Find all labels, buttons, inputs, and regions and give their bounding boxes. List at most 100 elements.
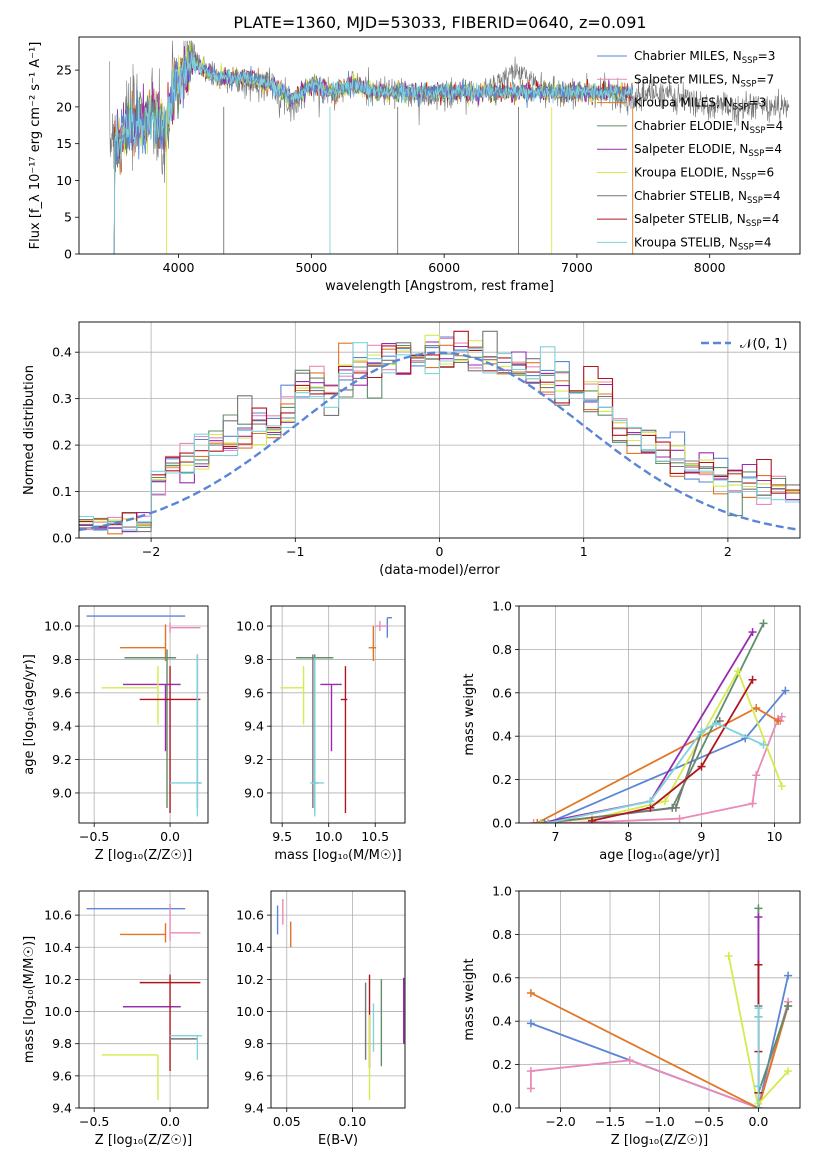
y-tick-label: 0.1 bbox=[52, 484, 72, 499]
y-tick-label: 20 bbox=[56, 99, 72, 114]
x-tick-label: 9.5 bbox=[272, 829, 292, 844]
x-axis-label: Z [log₁₀(Z/Z☉)] bbox=[95, 1133, 192, 1148]
errorbar-point bbox=[139, 974, 201, 1072]
legend-tail: =6 bbox=[756, 166, 774, 180]
legend-sub: SSP bbox=[750, 126, 766, 136]
y-tick-label: 10.0 bbox=[44, 1004, 72, 1019]
plot-layer: 4000 5000 6000 7000 80000510152025wavelength… bbox=[22, 36, 801, 1148]
legend-text: Kroupa STELIB, N bbox=[634, 235, 738, 249]
legend-entry: Salpeter MILES, NSSP=7 bbox=[634, 72, 774, 89]
spectrum-line bbox=[110, 51, 634, 254]
legend-entry: 𝒩(0, 1) bbox=[740, 337, 787, 352]
weight-marker bbox=[754, 913, 763, 922]
weight-marker bbox=[752, 703, 761, 712]
legend-tail: =4 bbox=[764, 142, 782, 156]
x-axis-label: Z [log₁₀(Z/Z☉)] bbox=[95, 848, 192, 863]
y-axis-label: Flux [f_λ 10⁻¹⁷ erg cm⁻² s⁻¹ A⁻¹] bbox=[28, 42, 43, 250]
errorbar-point bbox=[280, 666, 305, 725]
errorbar-point bbox=[139, 666, 201, 813]
legend-text: Salpeter ELODIE, N bbox=[634, 142, 748, 156]
y-tick-label: 10.2 bbox=[236, 972, 264, 987]
errorbar-point bbox=[368, 626, 377, 662]
weight-marker bbox=[748, 799, 757, 808]
legend-entry: Chabrier STELIB, NSSP=4 bbox=[634, 189, 781, 206]
x-tick-label: 10 bbox=[767, 829, 783, 844]
legend-sub: SSP bbox=[738, 242, 754, 252]
y-tick-label: 9.0 bbox=[244, 785, 264, 800]
y-tick-label: 0.3 bbox=[52, 391, 72, 406]
axes-frame bbox=[270, 890, 406, 1109]
legend-text: Salpeter STELIB, N bbox=[634, 212, 746, 226]
x-tick-label: 10.0 bbox=[315, 829, 343, 844]
weight-marker bbox=[784, 971, 793, 980]
y-tick-label: 0.2 bbox=[492, 1057, 512, 1072]
x-tick-label: 7000 bbox=[561, 260, 593, 275]
axes-frame bbox=[78, 321, 801, 539]
y-tick-label: 9.6 bbox=[244, 685, 264, 700]
errorbar-point bbox=[312, 654, 319, 808]
y-tick-label: 9.8 bbox=[52, 652, 72, 667]
weight-marker bbox=[777, 782, 786, 791]
x-axis-label: age [log₁₀(age/yr)] bbox=[599, 848, 720, 863]
legend-sub: SSP bbox=[733, 103, 749, 113]
y-tick-label: 0.4 bbox=[52, 345, 72, 360]
x-axis-label: E(B-V) bbox=[318, 1133, 358, 1148]
y-tick-label: 9.4 bbox=[244, 1101, 264, 1116]
weight-marker bbox=[697, 762, 706, 771]
plot-area bbox=[79, 891, 208, 1108]
weight-marker bbox=[777, 712, 786, 721]
weight-marker bbox=[754, 1004, 763, 1013]
errorbar-point bbox=[375, 621, 388, 632]
legend-entry: Salpeter ELODIE, NSSP=4 bbox=[634, 142, 782, 159]
errorbar-point bbox=[169, 622, 201, 633]
axes-spectrum: 4000 5000 6000 7000 8000 0 5 10 15 20 25 wavelength… bbox=[28, 36, 801, 294]
weight-marker bbox=[754, 904, 763, 913]
y-axis-label: Normed distribution bbox=[22, 365, 37, 495]
weight-marker bbox=[781, 686, 790, 695]
weight-line bbox=[591, 679, 754, 822]
y-tick-label: 10.0 bbox=[44, 619, 72, 634]
y-tick-label: 1.0 bbox=[492, 599, 512, 614]
weight-marker bbox=[526, 988, 535, 997]
y-tick-label: 9.8 bbox=[244, 1036, 264, 1051]
x-tick-label: 0.10 bbox=[339, 1114, 367, 1129]
y-tick-label: 10 bbox=[56, 173, 72, 188]
weight-marker bbox=[733, 667, 742, 676]
x-tick-label: 0 bbox=[436, 544, 444, 559]
x-tick-label: 8000 bbox=[694, 260, 726, 275]
plot-area bbox=[79, 606, 208, 823]
legend-sub: SSP bbox=[741, 79, 757, 89]
y-tick-label: 0.8 bbox=[492, 642, 512, 657]
weight-marker bbox=[754, 1012, 763, 1021]
axes-mass-vs-Z: −0.5 0.0 9.4 9.6 9.8 10.0 10.2 10.4 10.6 Z [log₁₀… bbox=[22, 890, 209, 1148]
errorbar-point bbox=[170, 1034, 202, 1060]
weight-marker bbox=[533, 819, 542, 823]
y-tick-label: 0 bbox=[64, 247, 72, 262]
weight-marker bbox=[526, 1019, 535, 1028]
y-axis-label: age [log₁₀(age/yr)] bbox=[22, 654, 37, 775]
x-axis-label: Z [log₁₀(Z/Z☉)] bbox=[611, 1133, 708, 1148]
errorbar-point bbox=[101, 666, 159, 725]
weight-line bbox=[540, 668, 783, 823]
errorbar-point bbox=[340, 666, 348, 813]
legend-text: Kroupa ELODIE, N bbox=[634, 166, 741, 180]
axes-frame bbox=[270, 605, 406, 824]
weight-marker bbox=[540, 819, 549, 823]
errorbar-point bbox=[123, 683, 181, 752]
errorbar-point bbox=[119, 624, 167, 662]
y-tick-label: 10.4 bbox=[44, 940, 72, 955]
x-tick-label: −2 bbox=[142, 544, 160, 559]
errorbar-point bbox=[320, 683, 342, 752]
y-tick-label: 10.6 bbox=[236, 908, 264, 923]
x-tick-label: −0.5 bbox=[79, 1114, 109, 1129]
axes-frame bbox=[518, 605, 801, 824]
y-tick-label: 15 bbox=[56, 136, 72, 151]
axes-mass-vs-EBV: 0.05 0.10 9.4 9.6 9.8 10.0 10.2 10.4 10.6 E(B-V) bbox=[236, 890, 406, 1148]
y-tick-label: 0.0 bbox=[52, 531, 72, 546]
x-tick-label: 0.0 bbox=[748, 1114, 768, 1129]
weight-marker bbox=[526, 1084, 535, 1093]
legend: 𝒩(0, 1) bbox=[701, 337, 787, 352]
y-tick-label: 10.4 bbox=[236, 940, 264, 955]
y-tick-label: 25 bbox=[56, 63, 72, 78]
weight-marker bbox=[759, 619, 768, 628]
